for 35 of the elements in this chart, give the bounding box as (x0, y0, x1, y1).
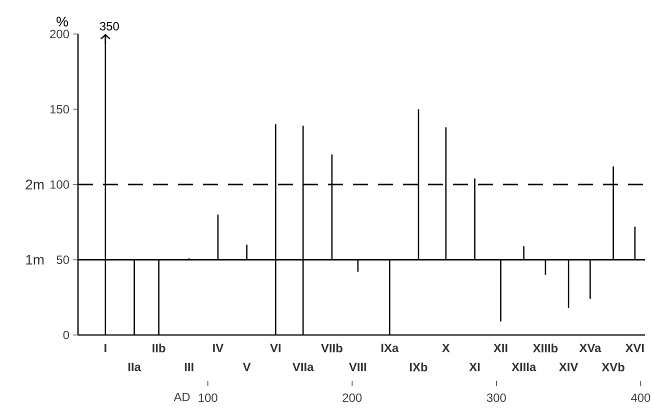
y-tick-label: 0 (63, 330, 70, 340)
y-tick-label: 100 (50, 180, 70, 189)
text: IXb (410, 362, 428, 372)
text: IV (213, 344, 224, 352)
text: X (442, 344, 450, 352)
text: XVI (625, 344, 644, 352)
text: XIV (559, 362, 578, 372)
text: XVb (602, 362, 624, 372)
text: XII (494, 344, 508, 352)
text: XIIIa (512, 362, 536, 372)
x-tick-label: 300 (486, 394, 506, 402)
y2-tick-label: 1m (26, 254, 44, 265)
x-tick-label: 100 (198, 394, 218, 402)
text: VIIa (292, 362, 314, 372)
text: XI (469, 362, 480, 372)
text: VI (270, 344, 281, 352)
text: XIIIb (532, 344, 558, 352)
text: VIII (349, 362, 366, 372)
x-tick-label: 200 (342, 394, 362, 402)
text: XVa (579, 344, 602, 352)
text: IXa (381, 344, 399, 352)
text: 350 (100, 22, 119, 30)
text: VIIb (321, 344, 342, 352)
y-tick-label: 200 (50, 30, 70, 38)
x-axis-title: AD (174, 392, 190, 402)
y-tick-label: 50 (56, 256, 70, 264)
text: I (104, 344, 106, 352)
text: III (184, 362, 194, 372)
text: V (242, 362, 251, 372)
y-tick-label: 150 (50, 105, 70, 114)
text: IIb (152, 344, 166, 352)
text: IIa (128, 362, 141, 372)
x-tick-label: 400 (630, 394, 650, 402)
y-axis-title: % (56, 16, 68, 26)
y2-tick-label: 2m (26, 180, 44, 190)
